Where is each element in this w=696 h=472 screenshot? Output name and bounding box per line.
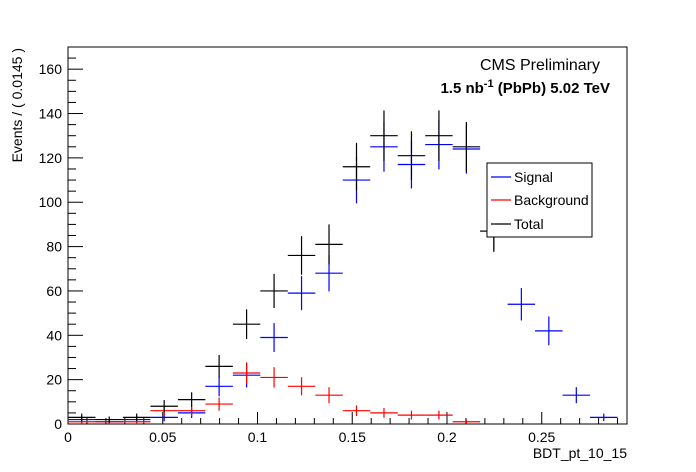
signal-point <box>535 316 563 346</box>
y-tick-label: 160 <box>39 61 63 77</box>
total-point <box>452 121 481 172</box>
total-point <box>68 413 96 422</box>
x-axis-title: BDT_pt_10_15 <box>533 445 627 461</box>
legend-label-total: Total <box>514 216 544 232</box>
signal-point <box>590 413 618 422</box>
signal-point <box>507 288 536 321</box>
annotation-luminosity: 1.5 nb-1 (PbPb) 5.02 TeV <box>440 78 610 97</box>
legend: Signal Background Total <box>486 162 593 238</box>
background-point <box>177 405 206 417</box>
signal-point <box>260 323 288 352</box>
background-point <box>342 405 371 417</box>
background-point <box>370 408 398 418</box>
annotation-lumi-exponent: -1 <box>484 78 494 90</box>
background-point <box>205 397 233 411</box>
y-axis-title: Events / ( 0.0145 ) <box>9 48 25 162</box>
legend-label-background: Background <box>514 192 589 208</box>
total-point <box>122 413 151 422</box>
y-tick-label: 120 <box>39 150 63 166</box>
signal-point <box>562 387 591 404</box>
signal-point <box>205 376 233 397</box>
x-tick-label: 0.1 <box>248 429 268 445</box>
y-tick-label: 140 <box>39 106 63 122</box>
background-point <box>260 367 288 388</box>
x-tick-label: 0 <box>64 429 72 445</box>
x-tick-label: 0.2 <box>437 429 457 445</box>
data-series <box>68 110 618 424</box>
background-point <box>287 377 316 396</box>
total-point <box>95 416 123 423</box>
total-point <box>177 392 206 407</box>
total-point <box>315 224 343 265</box>
total-point <box>370 110 398 161</box>
total-point <box>342 142 371 191</box>
signal-point <box>287 276 316 311</box>
annotation-lumi-energy: (PbPb) 5.02 TeV <box>494 80 610 97</box>
series-total <box>68 110 508 423</box>
background-point <box>397 410 426 420</box>
x-tick-label: 0.25 <box>528 429 555 445</box>
x-tick-label: 0.05 <box>149 429 176 445</box>
annotation-title: CMS Preliminary <box>480 57 600 74</box>
background-point <box>232 362 261 384</box>
total-point <box>232 309 261 340</box>
background-point <box>425 410 453 420</box>
y-tick-label: 100 <box>39 194 63 210</box>
y-tick-label: 0 <box>54 416 62 432</box>
total-point <box>260 273 288 309</box>
total-point <box>150 400 178 413</box>
background-point <box>315 387 343 404</box>
total-point <box>397 131 426 181</box>
annotation-lumi-value: 1.5 nb <box>440 80 483 97</box>
x-tick-label: 0.15 <box>339 429 366 445</box>
y-tick-label: 40 <box>46 327 62 343</box>
total-point <box>287 236 316 275</box>
legend-label-signal: Signal <box>514 169 553 185</box>
total-point <box>205 355 233 378</box>
y-tick-label: 60 <box>46 283 62 299</box>
total-point <box>425 110 453 161</box>
background-point <box>452 419 481 424</box>
y-tick-label: 80 <box>46 239 62 255</box>
y-tick-label: 20 <box>46 372 62 388</box>
